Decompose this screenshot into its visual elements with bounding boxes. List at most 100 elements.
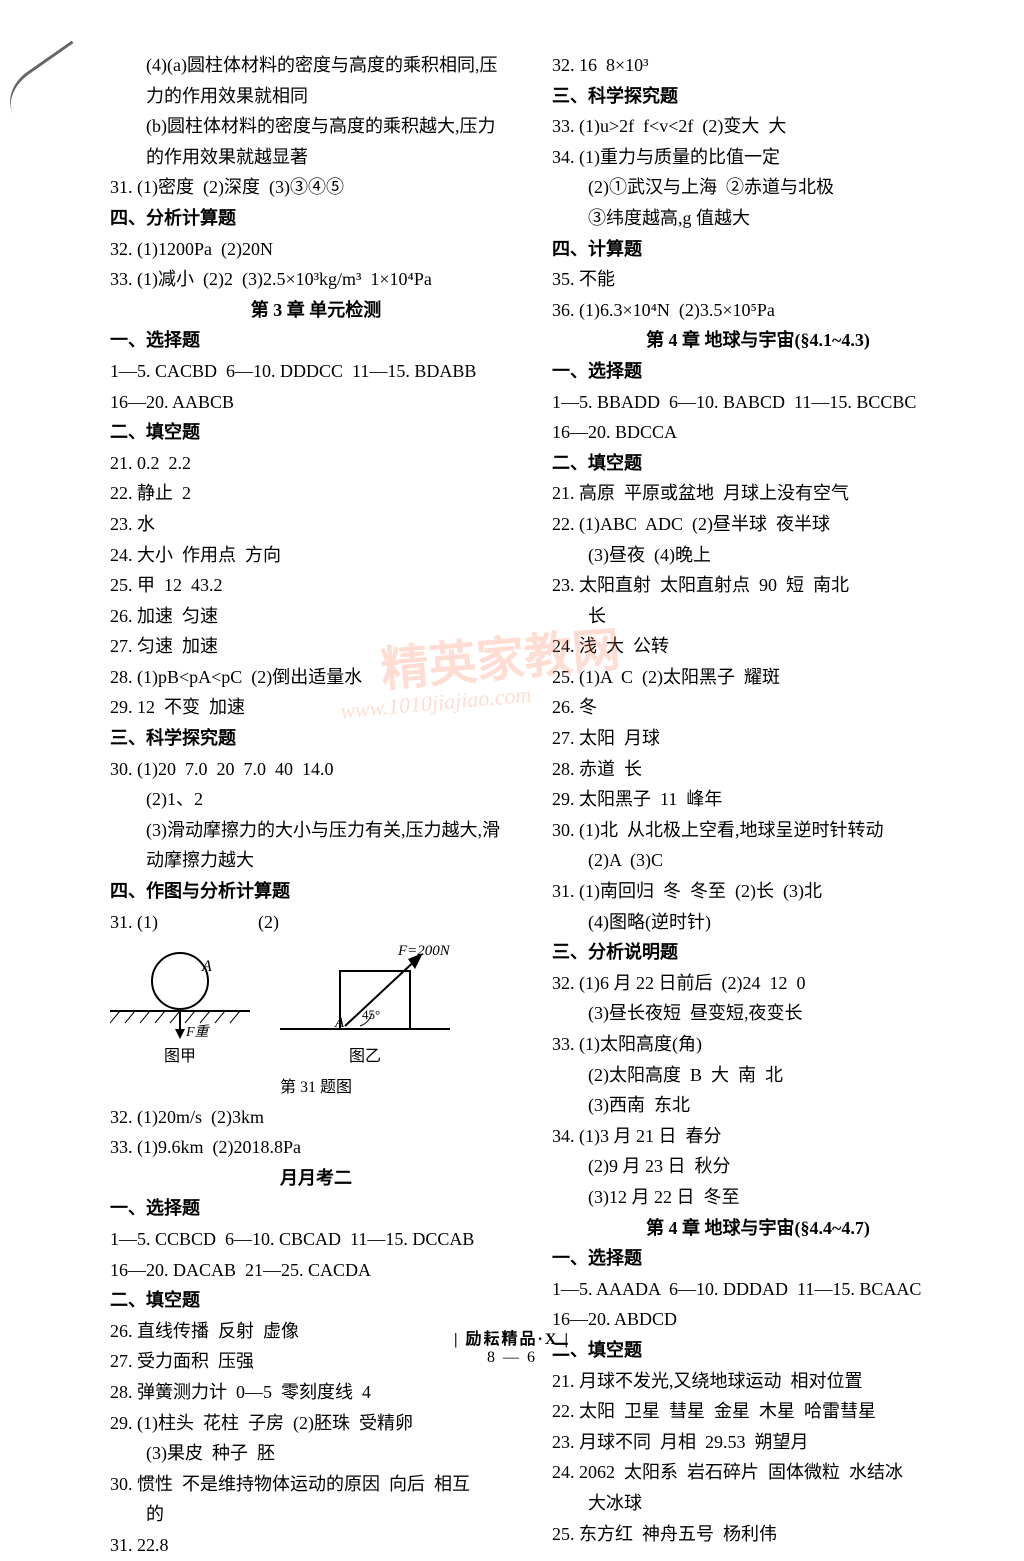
- text-line: 25. 东方红 神舟五号 杨利伟: [552, 1519, 964, 1550]
- text-line: 34. (1)3 月 21 日 春分: [552, 1121, 964, 1152]
- text-line: (3)西南 东北: [552, 1090, 964, 1121]
- text-line: 1—5. BBADD 6—10. BABCD 11—15. BCCBC: [552, 387, 964, 418]
- section-heading: 一、选择题: [552, 1243, 964, 1274]
- text-line: 28. (1)pB<pA<pC (2)倒出适量水: [110, 662, 522, 693]
- diagram-yi-svg: F=200N A 45°: [280, 941, 450, 1041]
- diagram-yi: F=200N A 45° 图乙: [280, 941, 450, 1070]
- text-line: 21. 高原 平原或盆地 月球上没有空气: [552, 478, 964, 509]
- section-heading: 二、填空题: [552, 448, 964, 479]
- text-line: 力的作用效果就相同: [110, 81, 522, 112]
- section-heading: 二、填空题: [110, 417, 522, 448]
- text-line: 22. 静止 2: [110, 478, 522, 509]
- chapter-title: 第 4 章 地球与宇宙(§4.1~4.3): [552, 325, 964, 356]
- diagram-title: 第 31 题图: [110, 1074, 522, 1101]
- text-line: 26. 加速 匀速: [110, 601, 522, 632]
- section-heading: 四、分析计算题: [110, 203, 522, 234]
- text-line: 30. (1)20 7.0 20 7.0 40 14.0: [110, 754, 522, 785]
- text-line: (2): [258, 907, 279, 938]
- text-line: (3)12 月 22 日 冬至: [552, 1182, 964, 1213]
- text-line: 22. (1)ABC ADC (2)昼半球 夜半球: [552, 509, 964, 540]
- text-line: 34. (1)重力与质量的比值一定: [552, 142, 964, 173]
- label-a2: A: [334, 1015, 345, 1031]
- text-line: 36. (1)6.3×10⁴N (2)3.5×10⁵Pa: [552, 295, 964, 326]
- text-line: 32. (1)20m/s (2)3km: [110, 1102, 522, 1133]
- text-line: (4)图略(逆时针): [552, 907, 964, 938]
- diagram-row: A F重 图甲: [110, 941, 522, 1070]
- text-line: 1—5. CCBCD 6—10. CBCAD 11—15. DCCAB: [110, 1224, 522, 1255]
- text-line: (3)昼长夜短 昼变短,夜变长: [552, 998, 964, 1029]
- text-line: 32. 16 8×10³: [552, 50, 964, 81]
- section-heading: 三、分析说明题: [552, 937, 964, 968]
- text-line: 23. 月球不同 月相 29.53 朔望月: [552, 1427, 964, 1458]
- text-line: 33. (1)减小 (2)2 (3)2.5×10³kg/m³ 1×10⁴Pa: [110, 264, 522, 295]
- section-heading: 一、选择题: [110, 325, 522, 356]
- text-line: 1—5. AAADA 6—10. DDDAD 11—15. BCAAC: [552, 1274, 964, 1305]
- section-heading: 三、科学探究题: [110, 723, 522, 754]
- text-line: (4)(a)圆柱体材料的密度与高度的乘积相同,压: [110, 50, 522, 81]
- text-line: (3)果皮 种子 胚: [110, 1438, 522, 1469]
- text-line: (2)太阳高度 B 大 南 北: [552, 1060, 964, 1091]
- text-line: 24. 浅 大 公转: [552, 631, 964, 662]
- text-line: 32. (1)1200Pa (2)20N: [110, 234, 522, 265]
- text-line: 27. 匀速 加速: [110, 631, 522, 662]
- section-heading: 三、科学探究题: [552, 81, 964, 112]
- text-line: (2)1、2: [110, 784, 522, 815]
- text-line: (2)9 月 23 日 秋分: [552, 1151, 964, 1182]
- text-line: 31. 22.8: [110, 1530, 522, 1561]
- text-line: (2)①武汉与上海 ②赤道与北极: [552, 172, 964, 203]
- text-line: 16—20. DACAB 21—25. CACDA: [110, 1255, 522, 1286]
- section-heading: 四、计算题: [552, 234, 964, 265]
- diagram-caption: 图乙: [349, 1043, 381, 1070]
- text-line: 16—20. BDCCA: [552, 417, 964, 448]
- text-line: 28. 赤道 长: [552, 754, 964, 785]
- text-line: 31. (1)南回归 冬 冬至 (2)长 (3)北: [552, 876, 964, 907]
- text-line: 25. (1)A C (2)太阳黑子 耀斑: [552, 662, 964, 693]
- text-line: 35. 不能: [552, 264, 964, 295]
- text-line: 24. 大小 作用点 方向: [110, 540, 522, 571]
- chapter-title: 月月考二: [110, 1163, 522, 1194]
- text-line: 22. 太阳 卫星 彗星 金星 木星 哈雷彗星: [552, 1396, 964, 1427]
- diagram-jia: A F重 图甲: [110, 941, 250, 1070]
- text-line: 23. 水: [110, 509, 522, 540]
- text-line: (2)A (3)C: [552, 845, 964, 876]
- text-line: 32. (1)6 月 22 日前后 (2)24 12 0: [552, 968, 964, 999]
- text-line: 21. 0.2 2.2: [110, 448, 522, 479]
- text-line: 25. 甲 12 43.2: [110, 570, 522, 601]
- text-line: 28. 弹簧测力计 0—5 零刻度线 4: [110, 1377, 522, 1408]
- text-line: 31. (1)密度 (2)深度 (3)③④⑤: [110, 172, 522, 203]
- chapter-title: 第 4 章 地球与宇宙(§4.4~4.7): [552, 1213, 964, 1244]
- text-line: 16—20. AABCB: [110, 387, 522, 418]
- text-line: 33. (1)太阳高度(角): [552, 1029, 964, 1060]
- section-heading: 一、选择题: [552, 356, 964, 387]
- text-line: 29. 太阳黑子 11 峰年: [552, 784, 964, 815]
- text-line: 23. 太阳直射 太阳直射点 90 短 南北: [552, 570, 964, 601]
- text-line: 24. 2062 太阳系 岩石碎片 固体微粒 水结冰: [552, 1457, 964, 1488]
- text-line: 29. 12 不变 加速: [110, 692, 522, 723]
- text-line: 29. (1)柱头 花柱 子房 (2)胚珠 受精卵: [110, 1408, 522, 1439]
- diagram-caption: 图甲: [164, 1043, 196, 1070]
- page-stroke: [0, 41, 112, 150]
- label-f: F=200N: [397, 943, 450, 959]
- chapter-title: 第 3 章 单元检测: [110, 295, 522, 326]
- text-line: (b)圆柱体材料的密度与高度的乘积越大,压力: [110, 111, 522, 142]
- text-line: 27. 太阳 月球: [552, 723, 964, 754]
- text-line: 30. (1)北 从北极上空看,地球呈逆时针转动: [552, 815, 964, 846]
- text-line: 的作用效果就越显著: [110, 142, 522, 173]
- text-line: 大冰球: [552, 1488, 964, 1519]
- footer-page: 8 — 6: [0, 1349, 1024, 1367]
- text-line: 33. (1)9.6km (2)2018.8Pa: [110, 1132, 522, 1163]
- text-line: 30. 惯性 不是维持物体运动的原因 向后 相互: [110, 1469, 522, 1500]
- text-line: 的: [110, 1499, 522, 1530]
- page-footer: | 励耘精品·X | 8 — 6: [0, 1325, 1024, 1367]
- label-fg: F重: [185, 1024, 211, 1040]
- text-line: 长: [552, 601, 964, 632]
- section-heading: 四、作图与分析计算题: [110, 876, 522, 907]
- text-line: 21. 月球不发光,又绕地球运动 相对位置: [552, 1366, 964, 1397]
- footer-brand: 励耘精品·X: [466, 1331, 559, 1348]
- section-heading: 二、填空题: [110, 1285, 522, 1316]
- text-line: 33. (1)u>2f f<v<2f (2)变大 大: [552, 111, 964, 142]
- text-line: 26. 冬: [552, 692, 964, 723]
- section-heading: 一、选择题: [110, 1193, 522, 1224]
- text-line: (3)昼夜 (4)晚上: [552, 540, 964, 571]
- text-line: 31. (1): [110, 907, 158, 938]
